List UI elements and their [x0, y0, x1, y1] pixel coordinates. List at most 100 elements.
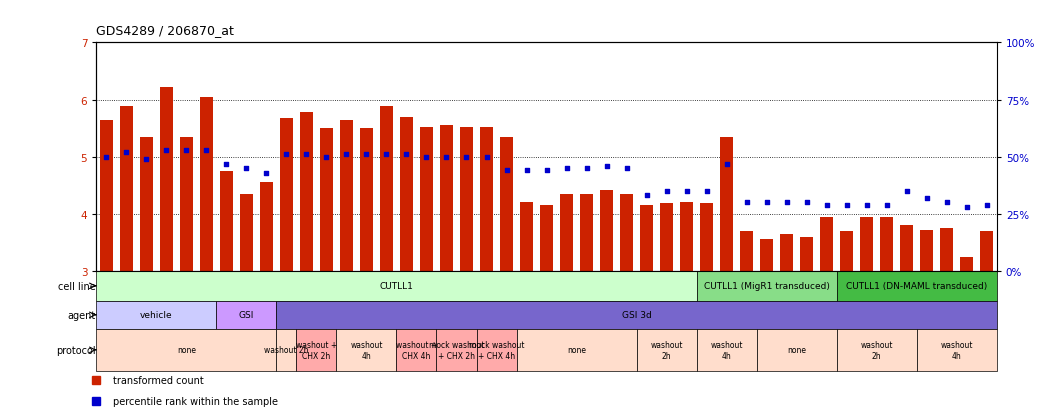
- Point: [678, 188, 695, 195]
- Point: [918, 195, 935, 202]
- Point: [478, 154, 495, 161]
- Bar: [620, 194, 633, 271]
- Bar: [660, 204, 673, 271]
- Bar: [217, 301, 276, 329]
- Text: washout
4h: washout 4h: [710, 340, 743, 360]
- Text: none: none: [567, 346, 586, 354]
- Bar: [260, 183, 273, 271]
- Point: [398, 152, 415, 158]
- Bar: [516, 329, 637, 371]
- Bar: [580, 194, 593, 271]
- Bar: [140, 138, 153, 271]
- Bar: [299, 113, 313, 271]
- Bar: [420, 128, 433, 271]
- Bar: [840, 231, 853, 271]
- Bar: [460, 128, 473, 271]
- Text: none: none: [787, 346, 806, 354]
- Text: washout +
CHX 2h: washout + CHX 2h: [296, 340, 337, 360]
- Point: [878, 202, 895, 209]
- Bar: [881, 217, 893, 271]
- Bar: [560, 194, 573, 271]
- Bar: [240, 194, 253, 271]
- Bar: [980, 231, 994, 271]
- Bar: [900, 225, 913, 271]
- Bar: [276, 329, 296, 371]
- Point: [178, 147, 195, 154]
- Point: [898, 188, 915, 195]
- Text: mock washout
+ CHX 4h: mock washout + CHX 4h: [469, 340, 525, 360]
- Bar: [800, 237, 814, 271]
- Bar: [160, 88, 173, 271]
- Text: GSI: GSI: [239, 311, 254, 320]
- Bar: [476, 329, 516, 371]
- Point: [138, 156, 155, 163]
- Bar: [820, 217, 833, 271]
- Bar: [837, 271, 997, 301]
- Bar: [96, 301, 217, 329]
- Bar: [681, 203, 693, 271]
- Point: [198, 147, 215, 154]
- Bar: [400, 117, 413, 271]
- Point: [839, 202, 855, 209]
- Point: [958, 204, 975, 211]
- Bar: [520, 203, 533, 271]
- Bar: [760, 240, 773, 271]
- Bar: [740, 231, 753, 271]
- Text: washout
2h: washout 2h: [861, 340, 893, 360]
- Point: [698, 188, 715, 195]
- Point: [738, 199, 755, 206]
- Bar: [837, 329, 917, 371]
- Text: mock washout
+ CHX 2h: mock washout + CHX 2h: [428, 340, 485, 360]
- Text: none: none: [177, 346, 196, 354]
- Text: agent: agent: [68, 310, 96, 320]
- Text: transformed count: transformed count: [112, 375, 203, 385]
- Point: [659, 188, 675, 195]
- Bar: [700, 204, 713, 271]
- Bar: [320, 129, 333, 271]
- Point: [118, 150, 135, 156]
- Text: cell line: cell line: [59, 281, 96, 291]
- Point: [378, 152, 395, 158]
- Bar: [720, 138, 733, 271]
- Bar: [780, 234, 794, 271]
- Bar: [220, 171, 232, 271]
- Point: [718, 161, 735, 167]
- Bar: [180, 138, 193, 271]
- Point: [158, 147, 175, 154]
- Bar: [600, 190, 614, 271]
- Text: washout
4h: washout 4h: [350, 340, 383, 360]
- Bar: [757, 329, 837, 371]
- Point: [498, 168, 515, 174]
- Bar: [920, 230, 933, 271]
- Text: washout
2h: washout 2h: [650, 340, 683, 360]
- Bar: [861, 217, 873, 271]
- Point: [98, 154, 115, 161]
- Point: [218, 161, 235, 167]
- Point: [338, 152, 355, 158]
- Text: washout
4h: washout 4h: [940, 340, 973, 360]
- Point: [238, 165, 254, 172]
- Bar: [119, 107, 133, 271]
- Point: [859, 202, 875, 209]
- Text: GDS4289 / 206870_at: GDS4289 / 206870_at: [96, 24, 235, 37]
- Point: [298, 152, 315, 158]
- Point: [459, 154, 475, 161]
- Bar: [640, 206, 653, 271]
- Point: [819, 202, 836, 209]
- Bar: [637, 329, 696, 371]
- Bar: [276, 301, 997, 329]
- Point: [318, 154, 335, 161]
- Point: [279, 152, 295, 158]
- Bar: [200, 97, 213, 271]
- Bar: [340, 120, 353, 271]
- Bar: [437, 329, 476, 371]
- Point: [558, 165, 575, 172]
- Point: [618, 165, 634, 172]
- Bar: [440, 126, 453, 271]
- Point: [798, 199, 815, 206]
- Point: [518, 168, 535, 174]
- Bar: [917, 329, 997, 371]
- Point: [758, 199, 775, 206]
- Point: [578, 165, 595, 172]
- Bar: [99, 120, 113, 271]
